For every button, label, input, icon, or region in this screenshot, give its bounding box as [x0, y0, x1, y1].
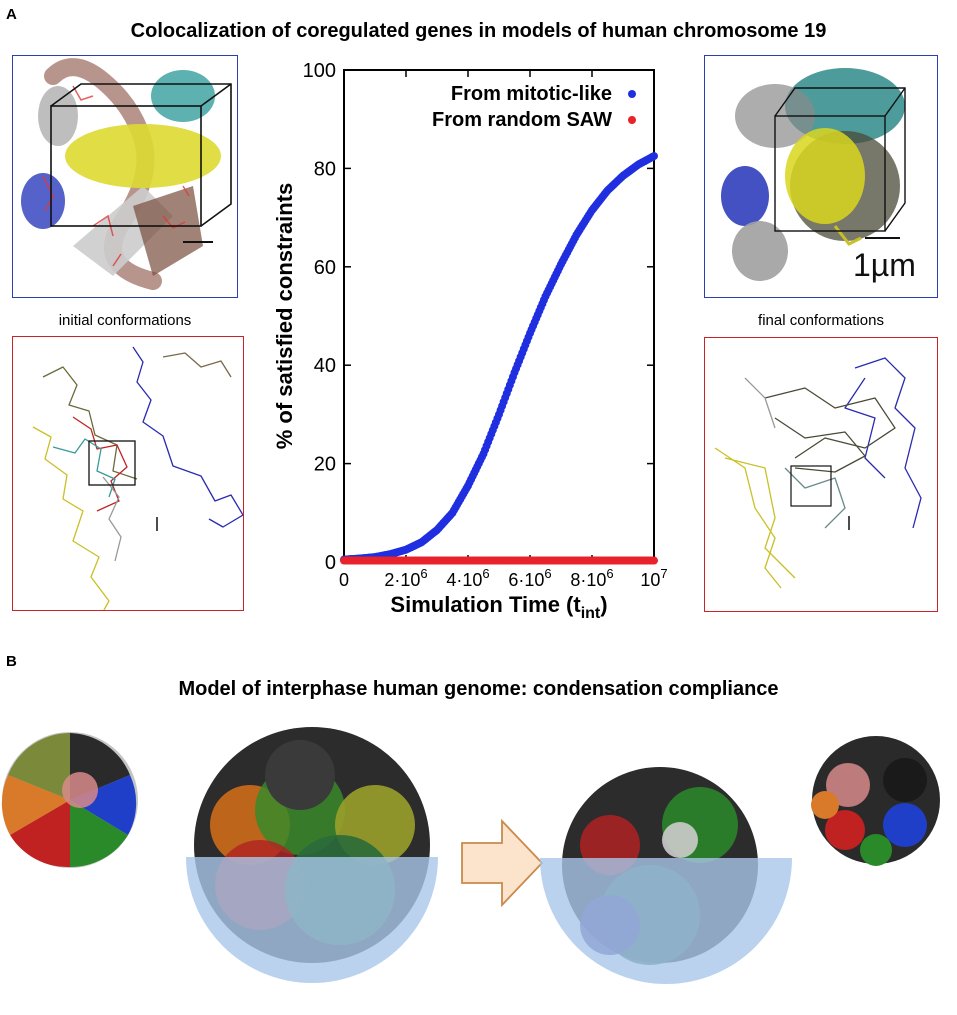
condensation-arrow — [461, 818, 544, 908]
final-conformations-caption: final conformations — [758, 312, 884, 329]
y-tick-label: 60 — [314, 257, 336, 279]
initial-saw-conformation-image — [12, 336, 244, 611]
x-axis-label: Simulation Time (tint) — [390, 592, 607, 622]
scale-bar-label: 1µm — [853, 247, 916, 283]
data-point — [650, 556, 658, 565]
genome-condensation-illustration — [1, 727, 940, 984]
y-tick-label: 20 — [314, 454, 336, 476]
series-mitotic-like — [340, 152, 658, 564]
panel-b-title: Model of interphase human genome: conden… — [178, 678, 779, 700]
x-tick-label: 8·106 — [570, 566, 613, 590]
x-tick-label: 4·106 — [446, 566, 489, 590]
panel-a-letter: A — [6, 6, 17, 23]
y-tick-label: 100 — [303, 60, 336, 82]
y-tick-label: 0 — [325, 552, 336, 574]
final-genome-sphere-small — [811, 736, 940, 866]
legend-label: From random SAW — [432, 109, 612, 131]
satisfied-constraints-chart: 0 20 40 60 80 100 0 2·106 4·106 6·106 8·106 107 Simu… — [272, 60, 668, 622]
x-tick-label: 2·106 — [384, 566, 427, 590]
legend-marker — [628, 90, 636, 98]
initial-conformations-caption: initial conformations — [58, 312, 192, 329]
series-random-saw — [340, 556, 658, 565]
panel-b-letter: B — [6, 653, 17, 670]
final-genome-model-large — [540, 767, 792, 984]
legend-marker — [628, 116, 636, 124]
initial-genome-sphere-small — [1, 732, 138, 868]
initial-mitotic-conformation-image — [12, 55, 238, 298]
data-point — [650, 152, 658, 161]
x-tick-label: 0 — [339, 570, 349, 590]
y-axis-label: % of satisfied constraints — [272, 183, 297, 450]
y-tick-label: 80 — [314, 158, 336, 180]
x-tick-label: 107 — [640, 566, 667, 590]
y-tick-label: 40 — [314, 355, 336, 377]
panel-a-title: Colocalization of coregulated genes in m… — [130, 20, 827, 42]
x-tick-label: 6·106 — [508, 566, 551, 590]
initial-genome-model-large — [186, 727, 438, 983]
final-saw-conformation-image — [704, 337, 938, 612]
plot-frame — [343, 69, 655, 563]
legend-label: From mitotic-like — [451, 83, 612, 105]
final-mitotic-conformation-image: 1µm — [704, 55, 938, 298]
